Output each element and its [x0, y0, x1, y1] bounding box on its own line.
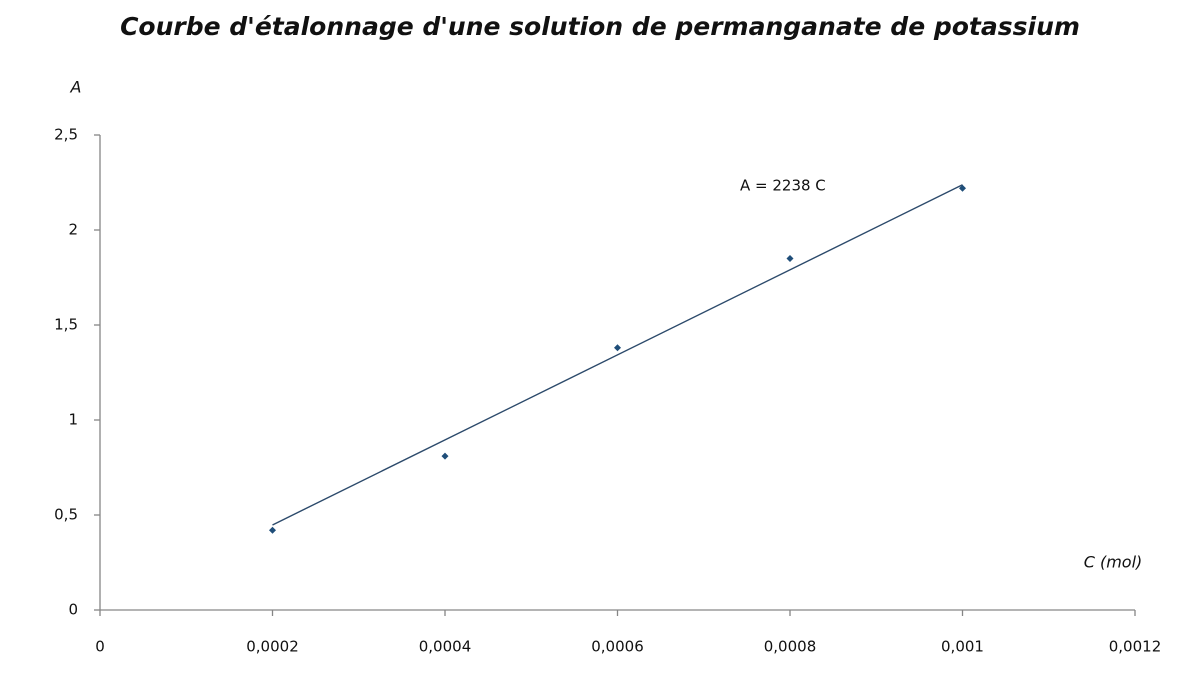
trendline-label: A = 2238 C — [740, 177, 826, 195]
x-tick-label: 0 — [95, 638, 105, 656]
x-tick-label: 0,0008 — [764, 638, 817, 656]
y-tick-label: 1,5 — [54, 316, 78, 334]
y-tick-label: 0 — [68, 601, 78, 619]
x-tick-label: 0,0006 — [591, 638, 644, 656]
point — [959, 184, 966, 192]
y-tick-label: 1 — [68, 411, 78, 429]
y-tick-label: 2,5 — [54, 126, 78, 144]
point — [269, 526, 276, 534]
chart-title: Courbe d'étalonnage d'une solution de pe… — [120, 12, 1080, 41]
y-axis-label: A — [70, 78, 82, 97]
x-tick-label: 0,0004 — [419, 638, 472, 656]
x-tick-label: 0,001 — [941, 638, 984, 656]
point — [786, 255, 794, 262]
y-tick-label: 2 — [68, 221, 78, 239]
point — [614, 344, 621, 352]
point — [441, 452, 449, 460]
x-tick-label: 0,0012 — [1109, 638, 1162, 656]
trendline — [272, 184, 963, 526]
x-tick-label: 0,0002 — [246, 638, 299, 656]
y-tick-label: 0,5 — [54, 506, 78, 524]
x-axis-label: C (mol) — [1084, 553, 1143, 572]
